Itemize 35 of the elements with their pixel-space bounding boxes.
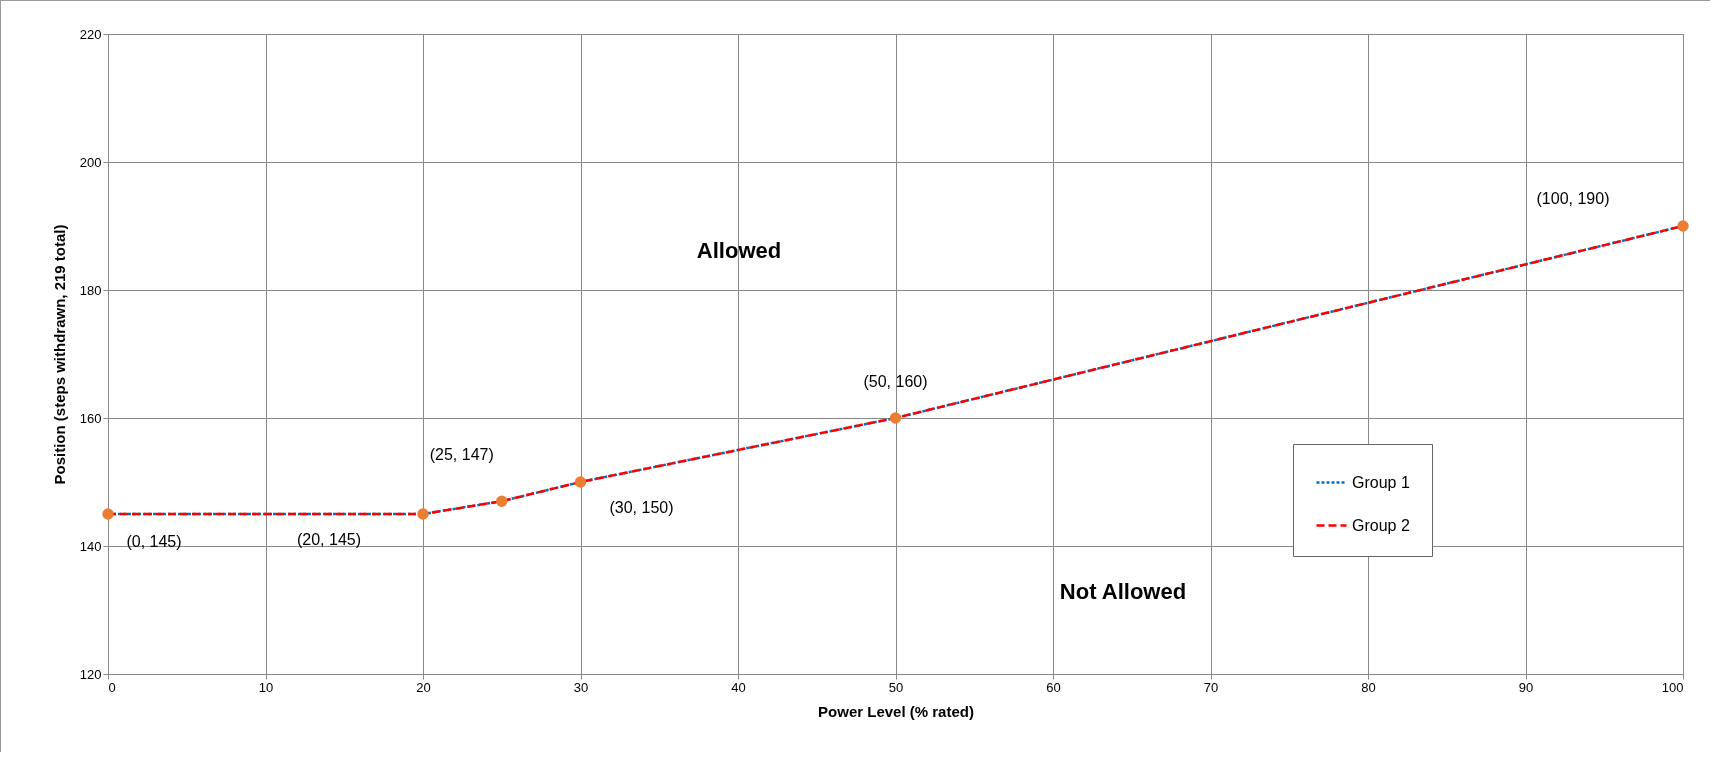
x-tick-label: 80 [1361,679,1376,695]
y-axis-title: Position (steps withdrawn, 219 total) [50,224,68,485]
y-tick-label: 180 [79,282,102,298]
y-tick-label: 120 [79,666,102,682]
x-tick-label: 20 [416,679,431,695]
annotation: (25, 147) [429,446,494,464]
legend-label: Group 1 [1352,473,1410,491]
annotation: (30, 150) [609,499,674,516]
annotation: Not Allowed [1059,579,1187,604]
annotation: Allowed [696,238,782,263]
x-tick-label: 100 [1661,679,1684,695]
point [496,495,508,507]
point [574,476,587,488]
annotation: (0, 145) [126,533,182,550]
annotation: (20, 145) [296,531,362,548]
x-tick-label: 10 [258,679,274,695]
x-tick-label: 40 [731,679,746,695]
x-axis-title: Power Level (% rated) [818,702,974,720]
point [1677,220,1689,232]
x-tick-label: 90 [1518,679,1534,695]
y-tick-label: 200 [79,154,102,170]
legend-label: Group 2 [1352,516,1410,534]
y-tick-label: 140 [79,538,102,554]
x-tick-label: 70 [1203,679,1219,695]
point [102,508,114,520]
point [889,412,902,424]
y-tick-label: 220 [79,26,102,42]
x-tick-label: 30 [573,679,589,695]
annotation: (100, 190) [1536,190,1610,207]
point [417,508,429,520]
y-tick-label: 160 [79,410,102,426]
x-tick-label: 0 [108,679,116,695]
x-tick-label: 50 [888,679,904,695]
x-tick-label: 60 [1046,679,1061,695]
annotation: (50, 160) [863,373,928,390]
